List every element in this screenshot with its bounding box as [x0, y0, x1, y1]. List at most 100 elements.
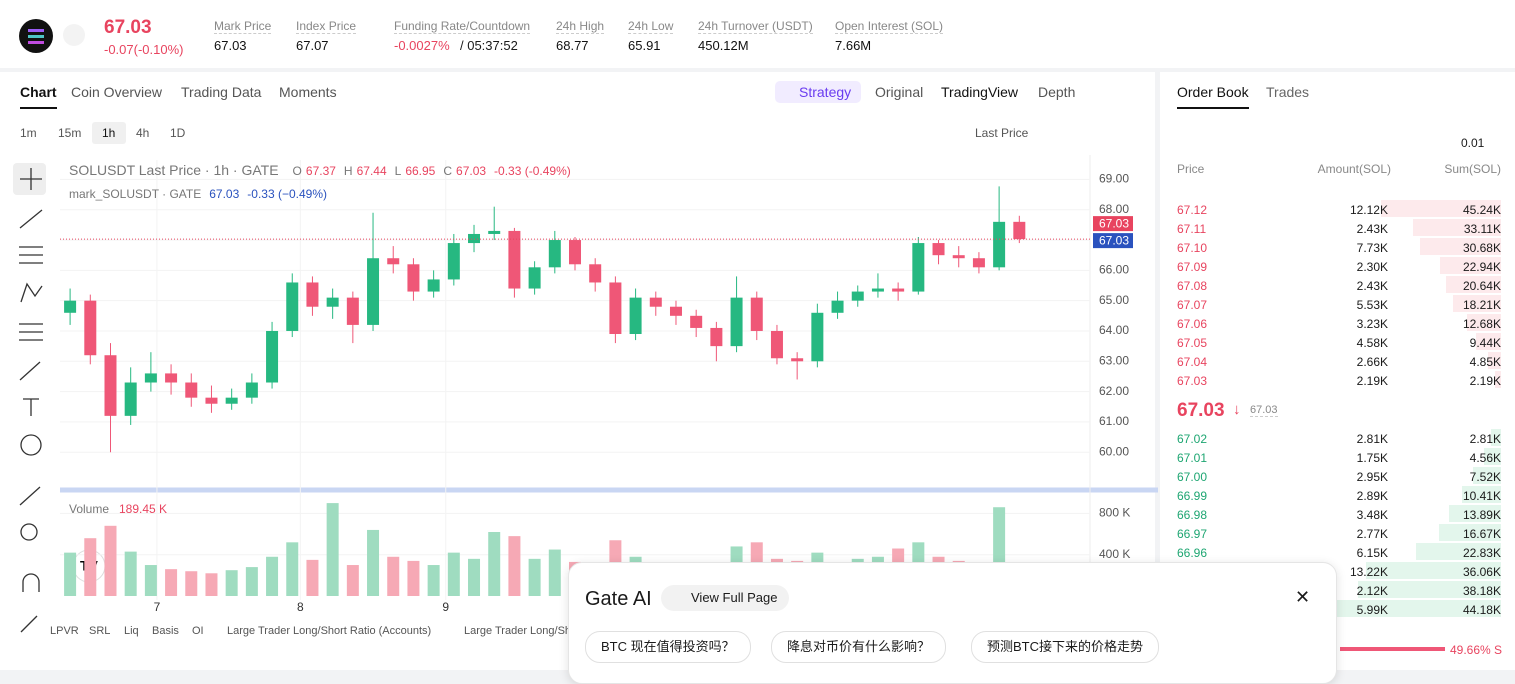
indicator-tab[interactable]: LPVR: [50, 625, 79, 637]
ob-amount: 5.99K: [1356, 603, 1388, 617]
price-type[interactable]: Last Price: [975, 126, 1029, 140]
volume-bar: [326, 503, 339, 596]
view-tab[interactable]: Depth: [1038, 84, 1076, 100]
mid-mark: 67.03: [1250, 404, 1278, 417]
y-tick-label: 62.00: [1099, 384, 1129, 398]
ob-ratio: 49.66% S: [1450, 643, 1503, 657]
chart-tab[interactable]: Coin Overview: [71, 84, 163, 100]
volume-bar: [508, 536, 521, 596]
icon: [20, 168, 42, 190]
volume-bar: [548, 549, 561, 596]
volume-bar: [245, 567, 258, 596]
ai-question[interactable]: 预测BTC接下来的价格走势: [971, 631, 1160, 663]
stat-label: Funding Rate/Countdown: [394, 19, 531, 34]
icon: [20, 434, 42, 456]
ob-tab[interactable]: Order Book: [1177, 84, 1249, 109]
ob-amount: 2.77K: [1356, 527, 1388, 541]
chart-tab[interactable]: Chart: [20, 84, 57, 109]
depth-bar: [1413, 219, 1501, 236]
y-tick-label: 61.00: [1099, 414, 1129, 428]
ob-price: 67.11: [1177, 222, 1207, 236]
candle-body: [851, 291, 864, 301]
ob-sum: 10.41K: [1462, 489, 1501, 503]
draw-tools: [19, 168, 43, 633]
candle-body: [649, 297, 662, 307]
depth-bar: [1440, 257, 1501, 274]
x-tick-label: 8: [297, 600, 304, 614]
ob-price: 67.08: [1177, 279, 1208, 293]
ob-price: 67.04: [1177, 355, 1208, 369]
y-tick-label: 400 K: [1099, 547, 1130, 561]
ob-amount: 6.15K: [1356, 546, 1388, 560]
indicator-tab[interactable]: OI: [192, 625, 204, 637]
logo-stripe: [28, 35, 44, 38]
stat-label: Mark Price: [214, 19, 272, 34]
last-price-tag: [1093, 216, 1133, 232]
ob-tab[interactable]: Trades: [1266, 84, 1310, 100]
chart-tab[interactable]: Trading Data: [181, 84, 262, 100]
ob-amount: 2.12K: [1356, 584, 1388, 598]
view-full-button[interactable]: View Full Page: [661, 585, 790, 611]
stat-value: 68.77: [556, 38, 589, 53]
ob-price: 67.12: [1177, 203, 1208, 217]
view-tab[interactable]: TradingView: [941, 84, 1019, 100]
ai-question[interactable]: 降息对币价有什么影响？: [771, 631, 947, 663]
ob-price: 67.07: [1177, 298, 1208, 312]
star-button[interactable]: [63, 24, 85, 46]
volume-bar: [346, 565, 359, 596]
ob-amount: 2.66K: [1356, 355, 1388, 369]
view-tab[interactable]: Strategy: [799, 84, 852, 100]
indicator-tab[interactable]: Large Trader Long/Sh: [464, 625, 572, 637]
volume-bar: [407, 560, 420, 596]
volume-bar: [427, 565, 440, 596]
ob-price: 67.06: [1177, 317, 1208, 331]
candle-body: [609, 282, 622, 335]
interval[interactable]: 1h: [102, 126, 116, 140]
volume-bar: [266, 556, 279, 596]
stat-label: Open Interest (SOL): [835, 19, 944, 34]
candle-body: [548, 240, 561, 268]
candle-body: [64, 300, 77, 313]
interval[interactable]: 15m: [58, 126, 82, 140]
candle-body: [104, 355, 117, 416]
volume-bar: [367, 529, 380, 596]
ob-amount: 2.81K: [1356, 432, 1388, 446]
last-price-label: 67.03: [1099, 216, 1129, 230]
interval[interactable]: 4h: [136, 126, 150, 140]
candle-body: [427, 279, 440, 292]
indicator-tab[interactable]: Basis: [152, 625, 179, 637]
volume-bar: [447, 552, 460, 596]
legend-value: 67.37: [305, 164, 336, 178]
interval[interactable]: 1m: [20, 126, 37, 140]
stat-value: 7.66M: [835, 38, 872, 53]
ob-sum: 38.18K: [1462, 584, 1501, 598]
legend-value: 67.03: [456, 164, 487, 178]
volume-bar: [84, 538, 97, 596]
candle-body: [912, 243, 925, 292]
close-button[interactable]: ✕: [1295, 587, 1311, 607]
depth-bar: [1490, 429, 1501, 446]
candle-body: [165, 373, 178, 383]
candle-body: [185, 382, 198, 398]
ob-sum: 30.68K: [1462, 241, 1501, 255]
ob-price: 66.97: [1177, 527, 1208, 541]
y-tick-label: 60.00: [1099, 444, 1129, 458]
indicator-tab[interactable]: Large Trader Long/Short Ratio (Accounts): [227, 625, 432, 637]
candle-body: [468, 233, 481, 244]
stat-label: 24h Low: [628, 19, 674, 34]
indicator-tab[interactable]: Liq: [124, 625, 139, 637]
volume-bar: [64, 552, 77, 596]
interval[interactable]: 1D: [170, 126, 186, 140]
chart-tab[interactable]: Moments: [279, 84, 337, 100]
ob-sum: 13.89K: [1462, 508, 1501, 522]
indicator-tab[interactable]: SRL: [89, 625, 111, 637]
precision[interactable]: 0.01: [1461, 136, 1485, 150]
depth-bar: [1366, 562, 1501, 579]
ob-amount: 2.95K: [1356, 470, 1388, 484]
view-tab[interactable]: Original: [875, 84, 924, 100]
ai-question[interactable]: BTC 现在值得投资吗？: [585, 631, 751, 663]
ob-price: 67.00: [1177, 470, 1208, 484]
candle-body: [266, 330, 279, 383]
icon: [22, 573, 40, 592]
